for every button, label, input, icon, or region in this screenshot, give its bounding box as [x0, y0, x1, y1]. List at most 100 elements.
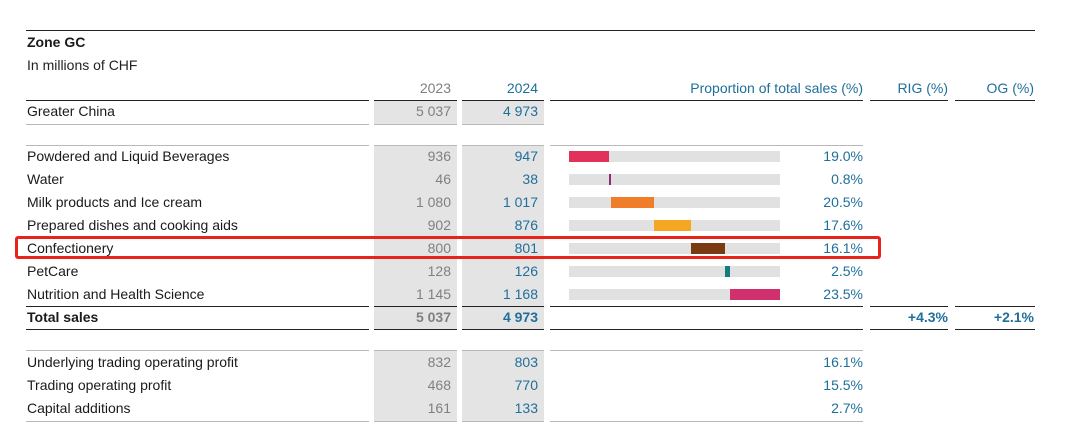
confectionery-highlight-box [15, 236, 881, 259]
zone-title: Zone GC [27, 34, 86, 50]
category-2024: 1 017 [502, 194, 538, 210]
proportion-track [569, 289, 780, 300]
row-rule [462, 124, 544, 125]
section-rule [26, 145, 369, 146]
category-2023: 46 [435, 171, 451, 187]
header-proportion: Proportion of total sales (%) [690, 80, 863, 96]
category-share: 0.8% [831, 171, 863, 187]
total-sales-label: Total sales [27, 309, 99, 325]
header-rule-og [955, 100, 1035, 101]
total-bottom-rule [870, 329, 948, 330]
proportion-bar [654, 220, 692, 231]
profit-2023: 161 [427, 400, 451, 416]
proportion-track [569, 174, 780, 185]
total-bottom-rule [550, 329, 863, 330]
category-label: Powdered and Liquid Beverages [27, 148, 230, 164]
top-rule [26, 30, 1035, 31]
total-bottom-rule [26, 329, 369, 330]
section-rule [374, 145, 457, 146]
row-rule [26, 124, 369, 125]
profit-label: Capital additions [27, 400, 131, 416]
header-rule-proportion [550, 100, 863, 101]
bottom-rule [26, 421, 369, 422]
category-share: 19.0% [823, 148, 863, 164]
category-label: Milk products and Ice cream [27, 194, 203, 210]
proportion-track [569, 266, 780, 277]
greater-china-2023: 5 037 [415, 103, 451, 119]
category-2024: 801 [514, 240, 538, 256]
profit-margin: 15.5% [823, 377, 863, 393]
col-2024-shade-profit [462, 350, 544, 422]
total-bottom-rule [955, 329, 1035, 330]
total-sales-2023: 5 037 [415, 309, 451, 325]
category-2023: 1 145 [415, 286, 451, 302]
category-share: 2.5% [831, 263, 863, 279]
category-2024: 1 168 [502, 286, 538, 302]
col-2023-shade-profit [374, 350, 457, 422]
category-2023: 1 080 [415, 194, 451, 210]
category-2023: 800 [427, 240, 451, 256]
section-rule [374, 350, 457, 351]
total-rig: +4.3% [907, 309, 948, 325]
category-2023: 902 [427, 217, 451, 233]
profit-2024: 803 [514, 354, 538, 370]
proportion-track [569, 151, 780, 162]
col-2024-shade-greater-china [462, 101, 544, 125]
category-2024: 876 [514, 217, 538, 233]
bottom-rule [462, 421, 544, 422]
proportion-bar [610, 197, 655, 208]
proportion-track [569, 243, 780, 254]
category-2023: 128 [427, 263, 451, 279]
section-rule [462, 350, 544, 351]
total-rule [550, 306, 863, 307]
header-rig: RIG (%) [897, 80, 948, 96]
proportion-track [569, 220, 780, 231]
header-rule-2023 [374, 100, 457, 101]
category-2024: 38 [522, 171, 538, 187]
category-share: 23.5% [823, 286, 863, 302]
category-share: 17.6% [823, 217, 863, 233]
total-rule [374, 306, 457, 307]
profit-label: Underlying trading operating profit [27, 354, 238, 370]
greater-china-label: Greater China [27, 103, 115, 119]
category-2024: 126 [514, 263, 538, 279]
profit-2024: 133 [514, 400, 538, 416]
category-label: Prepared dishes and cooking aids [27, 217, 238, 233]
proportion-bar [725, 266, 731, 277]
greater-china-2024: 4 973 [502, 103, 538, 119]
total-rule [462, 306, 544, 307]
total-sales-2024: 4 973 [502, 309, 538, 325]
profit-margin: 2.7% [831, 400, 863, 416]
profit-2024: 770 [514, 377, 538, 393]
category-label: Confectionery [27, 240, 114, 256]
row-rule [374, 124, 457, 125]
header-og: OG (%) [986, 80, 1034, 96]
header-rule-label [26, 100, 369, 101]
profit-label: Trading operating profit [27, 377, 172, 393]
total-bottom-rule [374, 329, 457, 330]
category-label: Nutrition and Health Science [27, 286, 205, 302]
total-rule [870, 306, 948, 307]
profit-2023: 832 [427, 354, 451, 370]
section-rule [462, 145, 544, 146]
category-share: 20.5% [823, 194, 863, 210]
total-rule [26, 306, 369, 307]
section-rule [26, 350, 369, 351]
total-og: +2.1% [993, 309, 1034, 325]
profit-margin: 16.1% [823, 354, 863, 370]
category-label: PetCare [27, 263, 79, 279]
category-label: Water [27, 171, 64, 187]
header-rule-2024 [462, 100, 544, 101]
category-2023: 936 [427, 148, 451, 164]
proportion-bar [569, 151, 610, 162]
bottom-rule [550, 421, 863, 422]
total-rule [955, 306, 1035, 307]
header-2024: 2024 [506, 80, 538, 96]
proportion-bar [691, 243, 726, 254]
proportion-track [569, 197, 780, 208]
proportion-bar [609, 174, 612, 185]
bottom-rule [374, 421, 457, 422]
proportion-bar [730, 289, 780, 300]
section-rule [550, 145, 863, 146]
col-2023-shade-greater-china [374, 101, 457, 125]
